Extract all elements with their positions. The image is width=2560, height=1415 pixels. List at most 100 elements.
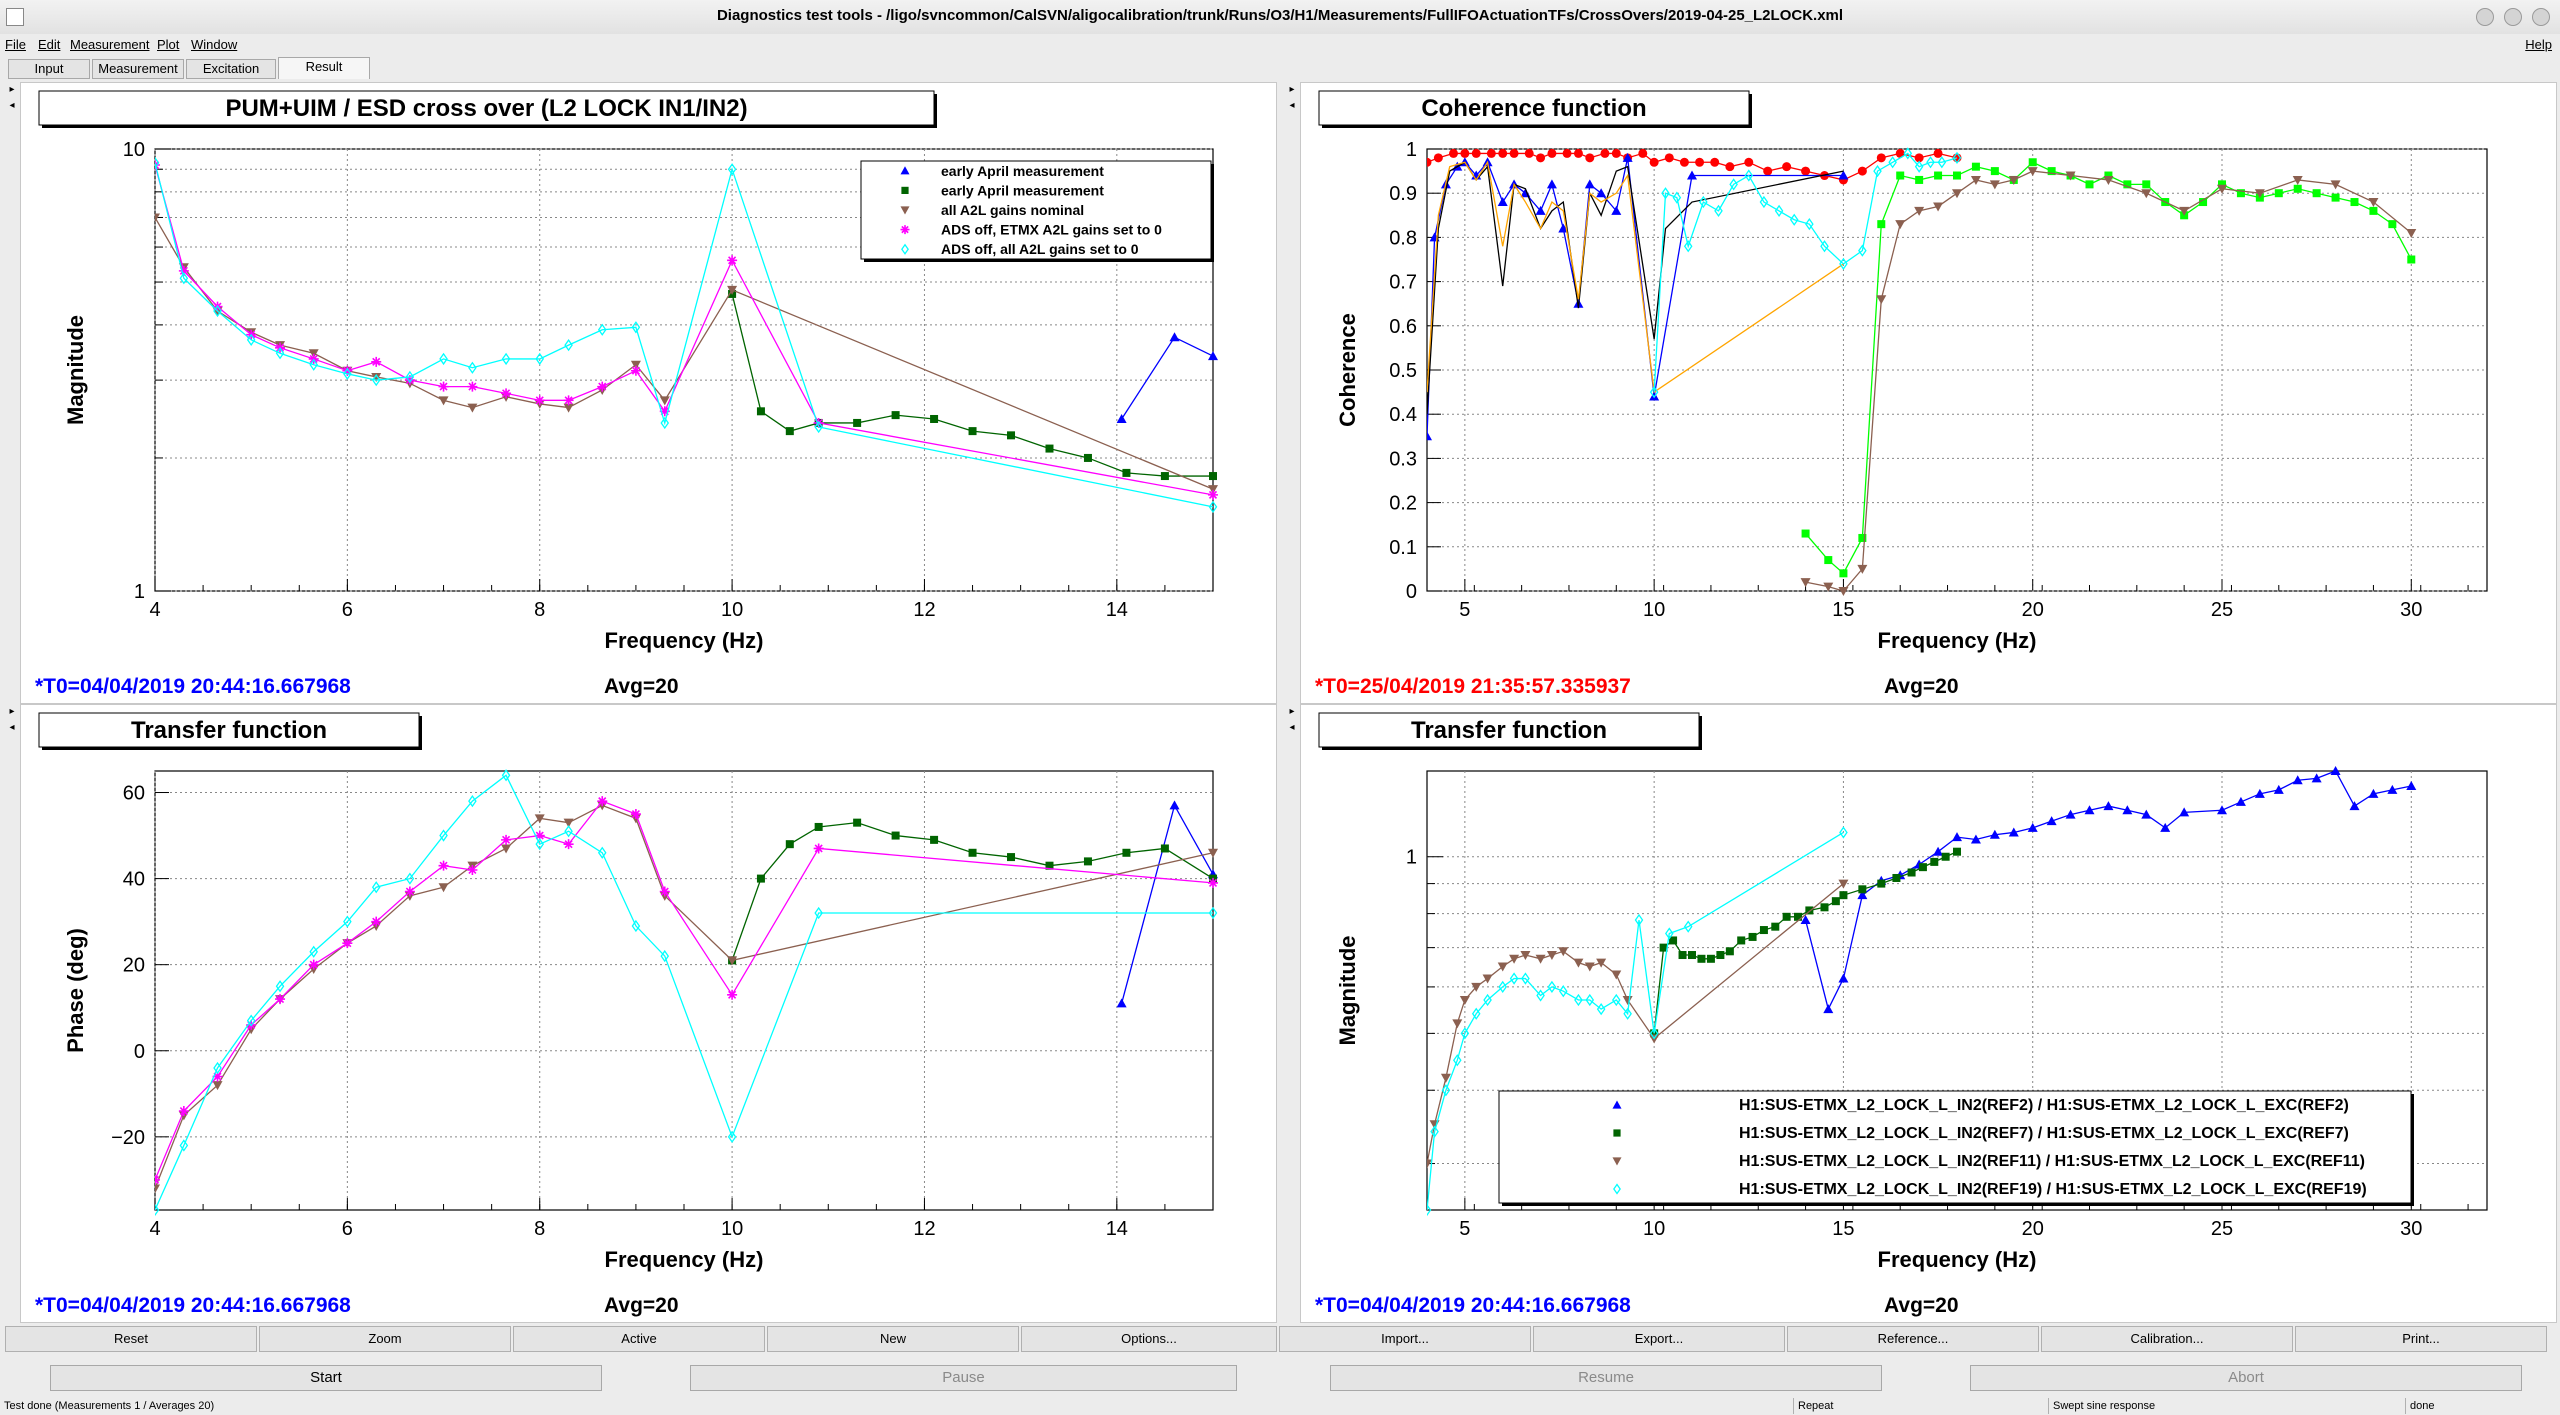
import-button[interactable]: Import... <box>1279 1326 1531 1352</box>
data-point <box>756 874 765 883</box>
data-point <box>2369 206 2378 215</box>
data-point <box>659 886 670 897</box>
close-button[interactable] <box>2532 8 2550 26</box>
data-point <box>2368 198 2379 208</box>
pad-collapse-icon[interactable]: ◂ <box>9 722 15 733</box>
legend-box <box>860 160 1212 260</box>
data-point <box>756 407 765 416</box>
data-point <box>2406 228 2417 238</box>
data-point <box>1953 171 1961 180</box>
data-point <box>1714 204 1723 218</box>
data-point <box>1759 926 1768 935</box>
data-point <box>2406 780 2417 790</box>
data-point <box>1209 472 1217 481</box>
y-axis-label: Phase (deg) <box>63 928 88 1053</box>
x-tick-label: 4 <box>149 599 160 621</box>
data-point <box>785 840 794 849</box>
print-button[interactable]: Print... <box>2295 1326 2547 1352</box>
y-tick-label: 0.5 <box>1389 360 1417 382</box>
series-group <box>155 156 1218 514</box>
y-tick-label: 0.3 <box>1389 448 1417 470</box>
pad-collapse-icon[interactable]: ◂ <box>9 100 15 111</box>
data-point <box>1116 998 1127 1008</box>
new-button[interactable]: New <box>767 1326 1019 1352</box>
minimize-button[interactable] <box>2476 8 2494 26</box>
series-line <box>155 162 1214 508</box>
x-tick-label: 4 <box>149 1218 160 1240</box>
options-button[interactable]: Options... <box>1021 1326 1277 1352</box>
abort-button[interactable]: Abort <box>1970 1365 2522 1391</box>
x-axis-label: Frequency (Hz) <box>1878 628 2037 653</box>
reset-button[interactable]: Reset <box>5 1326 257 1352</box>
x-axis-label: Frequency (Hz) <box>605 1247 764 1272</box>
start-button[interactable]: Start <box>50 1365 602 1391</box>
plot-title: Coherence function <box>1421 95 1646 122</box>
data-point <box>1838 170 1849 180</box>
data-point <box>727 255 738 266</box>
chart-svg: Coherence function 5 10 15 20 25 30 0 0.1 0.2 0.3 0… <box>1315 90 2488 698</box>
data-point <box>631 321 641 334</box>
data-point <box>930 414 939 423</box>
x-tick-label: 10 <box>721 1218 743 1240</box>
pad-toggle-icon[interactable]: ▸ <box>9 706 15 717</box>
plot-pad-bottom-right[interactable]: Transfer function 5 10 15 20 25 30 1 Frequency (… <box>1300 704 2557 1323</box>
pad-collapse-icon[interactable]: ◂ <box>1289 722 1295 733</box>
data-point <box>155 156 160 170</box>
chart-svg: PUM+UIM / ESD cross over (L2 LOCK IN1/IN… <box>35 90 1218 698</box>
menu-edit[interactable]: Edit <box>38 37 61 52</box>
y-tick-label: 0 <box>1406 581 1417 603</box>
pad-toggle-icon[interactable]: ▸ <box>1289 706 1295 717</box>
data-point <box>814 822 823 831</box>
menu-plot[interactable]: Plot <box>157 37 180 52</box>
series-line <box>155 774 1213 1211</box>
data-point <box>1596 188 1607 198</box>
data-point <box>1208 848 1218 858</box>
data-point <box>2388 220 2397 229</box>
tab-measurement[interactable]: Measurement <box>92 59 184 79</box>
status-message: Test done (Measurements 1 / Averages 20) <box>4 1400 215 1412</box>
data-point <box>1937 156 1947 169</box>
data-point <box>1007 853 1016 862</box>
data-point <box>1613 1183 1621 1195</box>
menu-file[interactable]: File <box>5 37 26 52</box>
data-point <box>405 872 415 885</box>
menu-window[interactable]: Window <box>191 37 238 52</box>
legend-entry: early April measurement <box>941 163 1104 179</box>
plot-pad-top-left[interactable]: PUM+UIM / ESD cross over (L2 LOCK IN1/IN… <box>20 82 1277 704</box>
window-titlebar: Diagnostics test tools - /ligo/svncommon… <box>0 0 2560 35</box>
reference-button[interactable]: Reference... <box>1787 1326 2039 1352</box>
plot-pad-top-right[interactable]: Coherence function 5 10 15 20 25 30 0 0.1 0.2 0.3 0… <box>1300 82 2557 704</box>
data-point <box>1208 500 1218 514</box>
x-axis-label: Frequency (Hz) <box>1878 1247 2037 1272</box>
pad-collapse-icon[interactable]: ◂ <box>1289 100 1295 111</box>
data-point <box>1649 1027 1659 1040</box>
data-point <box>659 406 670 417</box>
data-point <box>1536 153 1546 163</box>
export-button[interactable]: Export... <box>1533 1326 1785 1352</box>
menu-measurement[interactable]: Measurement <box>70 37 150 52</box>
data-point <box>1045 861 1054 870</box>
data-point <box>535 352 545 366</box>
tab-result[interactable]: Result <box>278 57 370 79</box>
calibration-button[interactable]: Calibration... <box>2041 1326 2293 1352</box>
zoom-button[interactable]: Zoom <box>259 1326 511 1352</box>
data-point <box>1535 954 1546 964</box>
resume-button[interactable]: Resume <box>1330 1365 1882 1391</box>
data-point <box>1771 922 1780 931</box>
data-point <box>1486 148 1496 158</box>
data-point <box>1498 980 1508 994</box>
data-point <box>2027 822 2038 832</box>
plot-pad-bottom-left[interactable]: Transfer function 4 6 8 10 12 14 −20 0 20 40 60 Freq… <box>20 704 1277 1323</box>
tab-excitation[interactable]: Excitation <box>186 59 276 79</box>
data-point <box>1584 179 1595 189</box>
data-point <box>564 825 573 838</box>
maximize-button[interactable] <box>2504 8 2522 26</box>
pause-button[interactable]: Pause <box>690 1365 1237 1391</box>
menu-help[interactable]: Help <box>2525 37 2552 52</box>
active-button[interactable]: Active <box>513 1326 765 1352</box>
data-point <box>1688 951 1696 960</box>
pad-toggle-icon[interactable]: ▸ <box>1289 84 1295 95</box>
x-tick-label: 10 <box>1643 599 1665 621</box>
tab-input[interactable]: Input <box>8 59 90 79</box>
pad-toggle-icon[interactable]: ▸ <box>9 84 15 95</box>
